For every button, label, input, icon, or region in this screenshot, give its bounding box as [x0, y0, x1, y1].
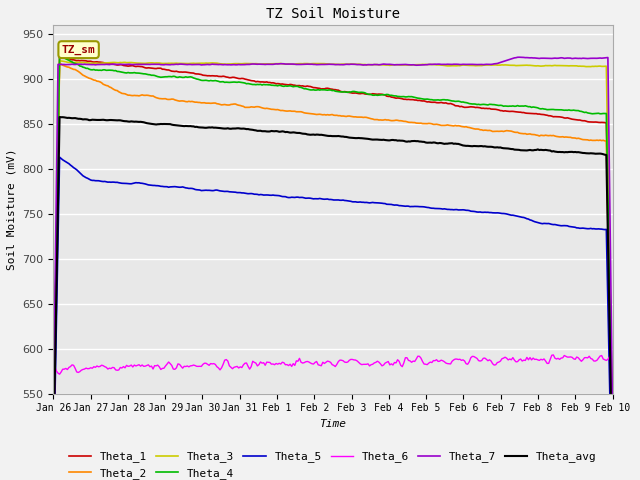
X-axis label: Time: Time [319, 419, 346, 429]
Theta_avg [609, 478, 616, 480]
Theta_6 [118, 365, 125, 371]
Theta_3 [49, 425, 57, 431]
Line: Theta_avg: Theta_avg [53, 117, 612, 480]
Theta_4 [236, 79, 244, 85]
Theta_6 [235, 365, 243, 371]
Theta_5 [296, 194, 303, 200]
Theta_4 [56, 53, 63, 59]
Theta_2 [218, 102, 225, 108]
Theta_avg [246, 127, 253, 132]
Theta_avg [236, 126, 244, 132]
Theta_3 [120, 60, 127, 65]
Theta_1 [296, 83, 303, 88]
Theta_3 [296, 61, 303, 67]
Theta_3 [246, 61, 253, 67]
Line: Theta_2: Theta_2 [53, 63, 612, 473]
Theta_3 [218, 61, 225, 67]
Theta_4 [120, 70, 127, 75]
Theta_2 [56, 60, 63, 66]
Text: TZ_sm: TZ_sm [61, 45, 95, 55]
Theta_6 [579, 357, 587, 362]
Theta_2 [236, 103, 244, 108]
Theta_4 [218, 79, 225, 84]
Line: Theta_3: Theta_3 [53, 60, 612, 432]
Legend: Theta_1, Theta_2, Theta_3, Theta_4, Theta_5, Theta_6, Theta_7, Theta_avg: Theta_1, Theta_2, Theta_3, Theta_4, Thet… [65, 447, 602, 480]
Theta_4 [609, 455, 616, 461]
Theta_5 [236, 190, 244, 195]
Theta_7 [118, 61, 125, 67]
Theta_3 [56, 58, 63, 63]
Theta_2 [609, 470, 616, 476]
Theta_7 [49, 415, 57, 420]
Theta_avg [49, 456, 57, 462]
Theta_1 [246, 77, 253, 83]
Theta_5 [56, 154, 63, 160]
Theta_6 [244, 363, 252, 369]
Theta_avg [218, 125, 225, 131]
Theta_7 [216, 61, 224, 67]
Theta_avg [56, 114, 63, 120]
Theta_7 [294, 61, 301, 67]
Title: TZ Soil Moisture: TZ Soil Moisture [266, 7, 400, 21]
Theta_7 [579, 55, 587, 61]
Theta_1 [236, 76, 244, 82]
Theta_5 [246, 191, 253, 196]
Theta_7 [515, 54, 523, 60]
Theta_1 [218, 73, 225, 79]
Theta_4 [296, 84, 303, 90]
Theta_2 [246, 105, 253, 110]
Theta_avg [120, 118, 127, 124]
Theta_5 [579, 225, 587, 231]
Theta_5 [218, 188, 225, 194]
Theta_1 [56, 53, 63, 59]
Theta_3 [579, 63, 587, 69]
Theta_1 [609, 461, 616, 467]
Theta_2 [579, 137, 587, 143]
Theta_6 [294, 359, 301, 364]
Theta_2 [49, 426, 57, 432]
Theta_5 [49, 478, 57, 480]
Line: Theta_4: Theta_4 [53, 56, 612, 458]
Theta_5 [120, 180, 127, 186]
Theta_3 [609, 429, 616, 434]
Theta_4 [49, 422, 57, 428]
Theta_1 [579, 118, 587, 124]
Theta_6 [216, 367, 224, 373]
Theta_3 [236, 61, 244, 67]
Line: Theta_1: Theta_1 [53, 56, 612, 464]
Theta_4 [579, 109, 587, 115]
Theta_7 [235, 61, 243, 67]
Theta_2 [296, 109, 303, 115]
Theta_7 [609, 410, 616, 416]
Theta_2 [120, 91, 127, 96]
Theta_avg [296, 130, 303, 136]
Line: Theta_6: Theta_6 [53, 355, 612, 480]
Theta_1 [49, 423, 57, 429]
Theta_7 [244, 61, 252, 67]
Theta_avg [579, 150, 587, 156]
Theta_6 [550, 352, 557, 358]
Y-axis label: Soil Moisture (mV): Soil Moisture (mV) [7, 148, 17, 270]
Theta_1 [120, 62, 127, 68]
Line: Theta_7: Theta_7 [53, 57, 612, 418]
Theta_4 [246, 81, 253, 87]
Line: Theta_5: Theta_5 [53, 157, 612, 480]
